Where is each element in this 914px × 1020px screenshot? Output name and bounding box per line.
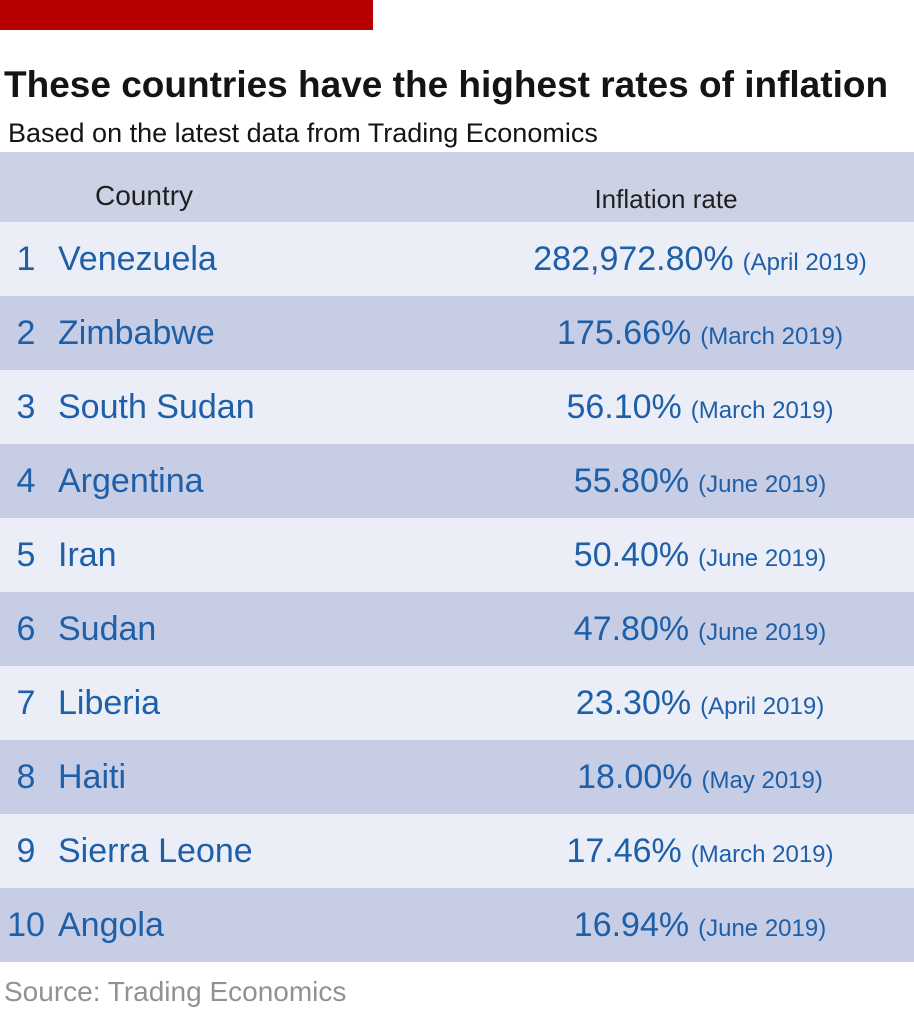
rate-date: (April 2019) [700, 692, 825, 720]
rate-value: 16.94% [573, 905, 690, 944]
country-cell: Zimbabwe [58, 313, 215, 352]
rate-date: (June 2019) [698, 544, 827, 572]
rate-date: (June 2019) [698, 470, 827, 498]
table-body: 1 Venezuela 282,972.80% (April 2019) 2 Z… [0, 222, 914, 962]
rate-cell: 16.94% (June 2019) [480, 888, 914, 962]
country-cell: Sierra Leone [58, 831, 253, 870]
rate-date: (April 2019) [742, 248, 867, 276]
country-cell: Iran [58, 535, 117, 574]
column-header-country: Country [95, 180, 194, 211]
table-row: 5 Iran 50.40% (June 2019) [0, 518, 914, 592]
rate-value: 282,972.80% [533, 239, 734, 278]
rate-cell: 56.10% (March 2019) [480, 370, 914, 444]
page-subtitle: Based on the latest data from Trading Ec… [8, 118, 598, 148]
rate-cell: 23.30% (April 2019) [480, 666, 914, 740]
rate-cell: 282,972.80% (April 2019) [480, 222, 914, 296]
rank-cell: 6 [16, 609, 36, 648]
rank-cell: 2 [16, 313, 36, 352]
rate-cell: 175.66% (March 2019) [480, 296, 914, 370]
table-row: 3 South Sudan 56.10% (March 2019) [0, 370, 914, 444]
rate-value: 50.40% [573, 535, 690, 574]
rate-cell: 55.80% (June 2019) [480, 444, 914, 518]
rate-date: (March 2019) [690, 396, 834, 424]
rank-cell: 7 [16, 683, 36, 722]
country-cell: Liberia [58, 683, 161, 722]
rate-value: 175.66% [557, 313, 692, 352]
table-row: 2 Zimbabwe 175.66% (March 2019) [0, 296, 914, 370]
country-cell: Venezuela [58, 239, 217, 278]
rate-date: (May 2019) [701, 766, 823, 794]
table-header-row: Country Inflation rate [0, 152, 914, 222]
table-row: 1 Venezuela 282,972.80% (April 2019) [0, 222, 914, 296]
rate-value: 18.00% [577, 757, 693, 796]
inflation-table: Country Inflation rate 1 Venezuela 282,9… [0, 152, 914, 962]
country-cell: Sudan [58, 609, 157, 648]
rank-cell: 1 [16, 239, 36, 278]
table-row: 9 Sierra Leone 17.46% (March 2019) [0, 814, 914, 888]
rate-value: 47.80% [573, 609, 690, 648]
source-caption: Source: Trading Economics [4, 976, 347, 1007]
table-row: 8 Haiti 18.00% (May 2019) [0, 740, 914, 814]
rank-cell: 9 [16, 831, 36, 870]
rate-value: 17.46% [566, 831, 682, 870]
table-row: 4 Argentina 55.80% (June 2019) [0, 444, 914, 518]
rate-cell: 18.00% (May 2019) [480, 740, 914, 814]
rate-date: (June 2019) [698, 618, 827, 646]
rank-cell: 8 [16, 757, 36, 796]
rate-date: (March 2019) [700, 322, 843, 350]
country-cell: Angola [58, 905, 164, 944]
rate-value: 23.30% [575, 683, 692, 722]
table-row: 6 Sudan 47.80% (June 2019) [0, 592, 914, 666]
rank-cell: 3 [16, 387, 36, 426]
rank-cell: 10 [7, 905, 45, 944]
rate-date: (June 2019) [698, 914, 827, 942]
rate-value: 55.80% [573, 461, 690, 500]
rank-cell: 4 [16, 461, 36, 500]
rate-date: (March 2019) [690, 840, 834, 868]
table-row: 7 Liberia 23.30% (April 2019) [0, 666, 914, 740]
rate-cell: 17.46% (March 2019) [480, 814, 914, 888]
page-title: These countries have the highest rates o… [4, 64, 889, 105]
rate-value: 56.10% [566, 387, 682, 426]
country-cell: Argentina [58, 461, 204, 500]
rank-cell: 5 [16, 535, 36, 574]
rate-cell: 50.40% (June 2019) [480, 518, 914, 592]
rate-cell: 47.80% (June 2019) [480, 592, 914, 666]
country-cell: South Sudan [58, 387, 255, 426]
column-header-inflation-rate: Inflation rate [594, 184, 738, 214]
top-red-bar [0, 0, 373, 30]
country-cell: Haiti [58, 757, 127, 796]
table-row: 10 Angola 16.94% (June 2019) [0, 888, 914, 962]
